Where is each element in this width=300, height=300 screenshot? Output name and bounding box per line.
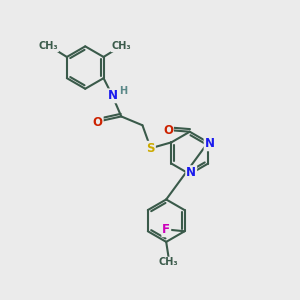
Text: CH₃: CH₃ (111, 41, 131, 51)
Text: N: N (205, 137, 214, 150)
Text: N: N (107, 89, 117, 102)
Text: O: O (163, 124, 173, 137)
Text: N: N (186, 166, 196, 179)
Text: O: O (93, 116, 103, 129)
Text: F: F (162, 223, 170, 236)
Text: CH₃: CH₃ (159, 257, 178, 268)
Text: CH₃: CH₃ (38, 41, 58, 51)
Text: H: H (119, 86, 128, 96)
Text: S: S (146, 142, 155, 155)
